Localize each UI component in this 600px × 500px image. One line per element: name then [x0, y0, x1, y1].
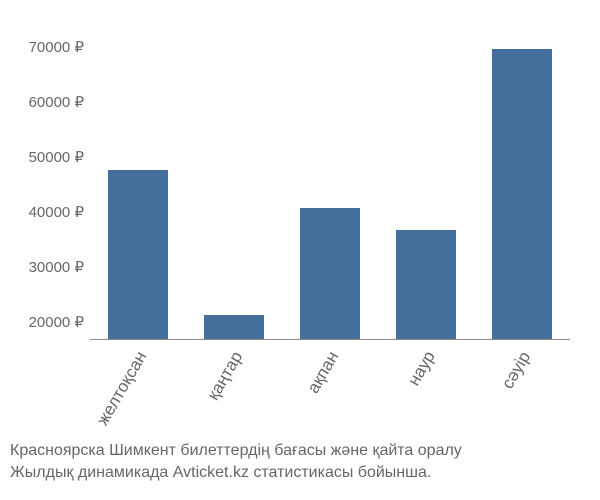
chart-caption: Красноярска Шимкент билеттердің бағасы ж…: [10, 440, 462, 484]
y-tick-label: 20000 ₽: [29, 313, 90, 331]
bar: [204, 315, 264, 340]
y-tick-label: 50000 ₽: [29, 148, 90, 166]
bar: [108, 170, 168, 341]
y-tick-label: 80000 ₽: [29, 0, 90, 1]
price-chart: желтоқсанқаңтарақпаннаурсәуір 20000 ₽300…: [0, 0, 600, 500]
y-tick-label: 60000 ₽: [29, 93, 90, 111]
caption-line-1: Красноярска Шимкент билеттердің бағасы ж…: [10, 440, 462, 462]
caption-line-2: Жылдық динамикада Avticket.kz статистика…: [10, 462, 462, 484]
bar: [396, 230, 456, 340]
bar: [492, 49, 552, 341]
y-tick-label: 30000 ₽: [29, 258, 90, 276]
bar: [300, 208, 360, 340]
bars-container: [90, 10, 570, 340]
y-tick-label: 40000 ₽: [29, 203, 90, 221]
y-tick-label: 70000 ₽: [29, 38, 90, 56]
x-axis-baseline: [90, 339, 570, 340]
plot-area: желтоқсанқаңтарақпаннаурсәуір 20000 ₽300…: [90, 10, 570, 340]
